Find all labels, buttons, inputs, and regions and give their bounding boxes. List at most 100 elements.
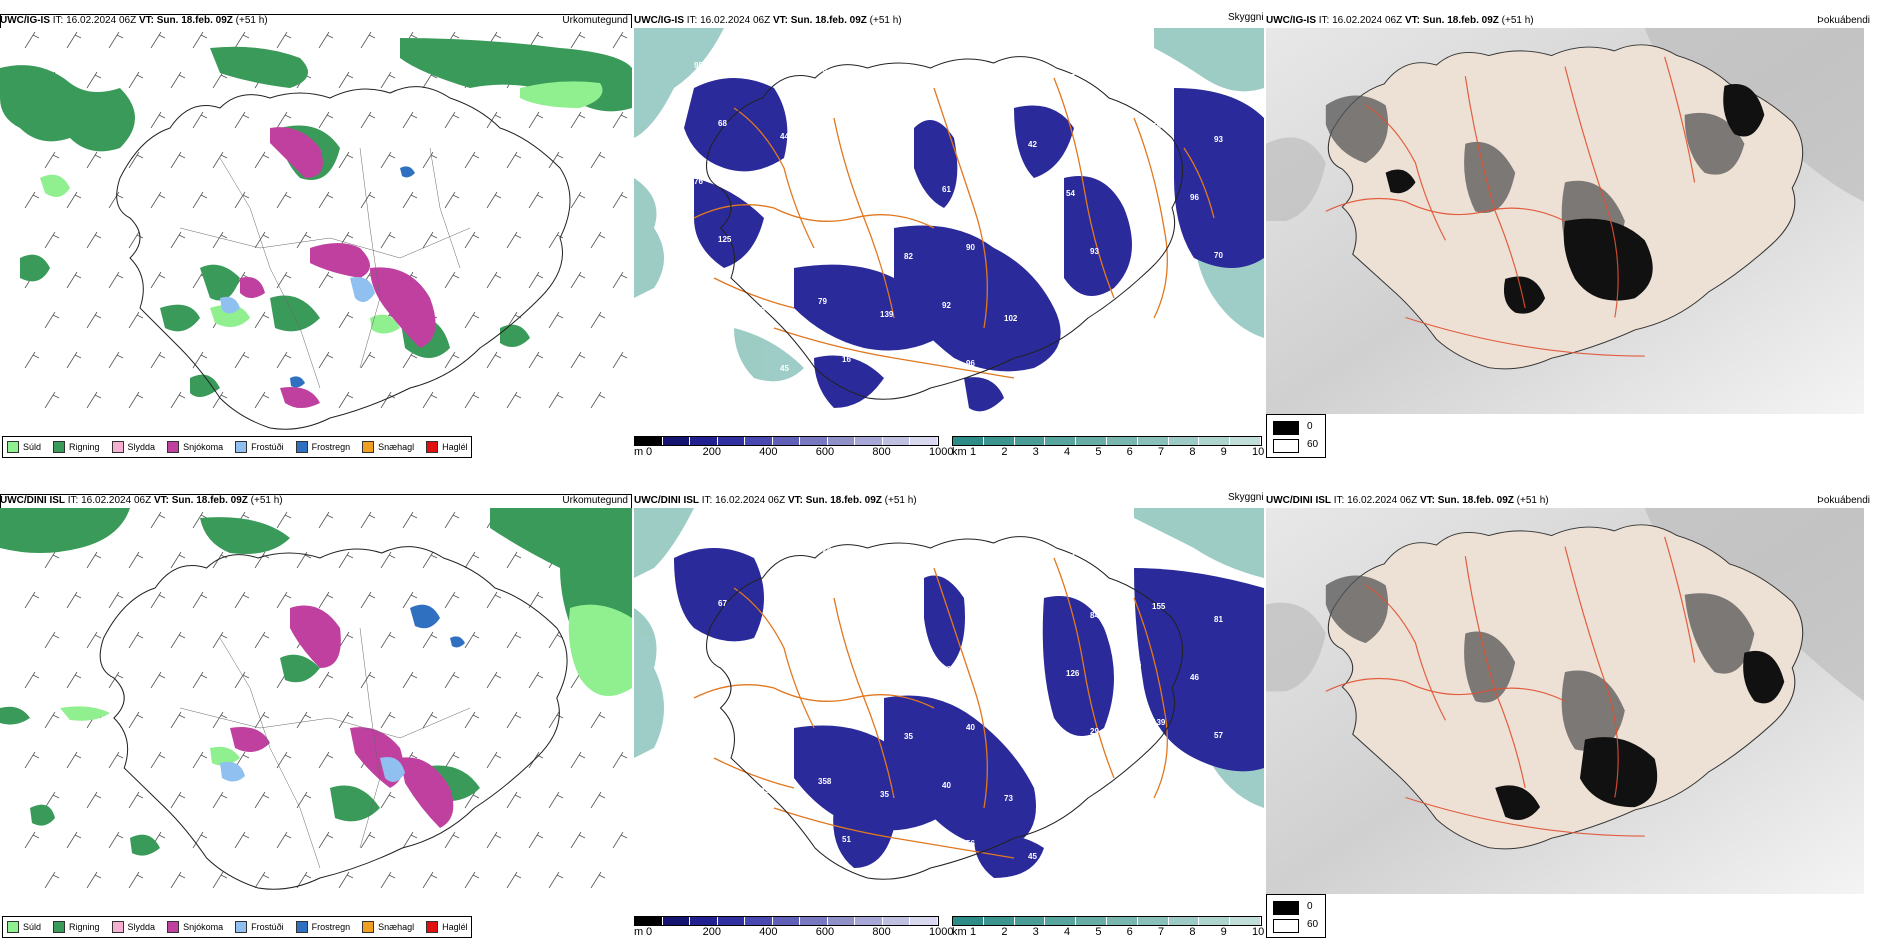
wind-barb	[506, 791, 522, 809]
wind-barb	[402, 191, 418, 209]
wind-barb	[318, 191, 334, 209]
legend-label: Snæhagl	[378, 922, 415, 932]
wind-barb	[66, 751, 82, 769]
wind-barb	[464, 711, 480, 729]
valid-time: VT: Sun. 18.feb. 09Z	[1419, 495, 1514, 506]
visibility-colorbar: km 1 2 3 4 5 6 7 8 9 10	[952, 436, 1264, 462]
legend-label: Snjókoma	[183, 922, 224, 932]
wind-barb	[170, 711, 186, 729]
panel-header: UWC/IG-IS IT: 16.02.2024 06Z VT: Sun. 18…	[1266, 14, 1900, 28]
precip-legend: Súld Rigning Slydda Snjókoma Frostúði Frostre…	[2, 436, 472, 458]
wind-barb	[192, 351, 208, 369]
cloud-base-label: 58	[1152, 122, 1161, 131]
legend-item: Súld	[7, 921, 41, 933]
wind-barb	[486, 751, 502, 769]
fog-swatch	[1273, 439, 1299, 453]
precip-map[interactable]	[0, 28, 632, 462]
legend-label: Slydda	[127, 442, 156, 452]
fog-map[interactable]	[1266, 28, 1864, 414]
cloud-base-label: 77	[1214, 367, 1223, 376]
cloud-base-label: 55	[1128, 64, 1137, 73]
wind-barb	[86, 71, 102, 89]
wind-barb	[338, 311, 354, 329]
wind-barb	[254, 551, 270, 569]
wind-barb	[212, 231, 228, 249]
cloud-base-label: 57	[1214, 731, 1223, 740]
colorbar-tick: 10	[1252, 926, 1265, 938]
wind-barb	[108, 31, 124, 49]
fog-tick: 60	[1307, 439, 1319, 450]
cloud-base-label: 182	[756, 554, 770, 563]
wind-barb	[590, 711, 606, 729]
wind-barb	[464, 151, 480, 169]
cloud-base-label: 93	[1214, 135, 1223, 144]
init-time: IT: 16.02.2024 06Z	[686, 15, 771, 26]
cloud-base-label: 139	[880, 310, 894, 319]
lead-time: (+51 h)	[250, 495, 283, 506]
panel-title-fog: Þokuábendi	[1817, 495, 1870, 506]
colorbar-tick: 200	[702, 926, 721, 938]
wind-barb	[44, 791, 60, 809]
colorbar-tick: 7	[1158, 926, 1165, 938]
cloud-base-label: 104	[756, 74, 770, 83]
legend-label: Frostregn	[311, 442, 351, 452]
wind-barb	[66, 191, 82, 209]
colorbar-tick: 0	[646, 926, 653, 938]
fog-map-svg	[1266, 508, 1864, 894]
wind-barb	[486, 271, 502, 289]
cloud-base-label: 88	[818, 661, 827, 670]
height-colorbar: m 0 200 400 600 800 1000	[634, 436, 953, 462]
model-name: UWC/IG-IS	[1266, 15, 1316, 26]
visibility-colorbar: km 1 2 3 4 5 6 7 8 9 10	[952, 916, 1264, 942]
wind-barb	[422, 631, 438, 649]
wind-barb	[296, 711, 312, 729]
legend-label: Slydda	[127, 922, 156, 932]
wind-barb	[338, 151, 354, 169]
legend-swatch	[53, 441, 66, 453]
wind-barb	[402, 111, 418, 129]
wind-barb	[192, 31, 208, 49]
cloud-map[interactable]: 21 182 314 189 102 93 74 114 112 67 55 59 58 72 79 84 15…	[634, 508, 1264, 918]
wind-barb	[44, 391, 60, 409]
wind-barb	[528, 271, 544, 289]
wind-barb	[360, 671, 376, 689]
fog-colorbar: 0 60	[1266, 414, 1326, 458]
wind-barb	[338, 71, 354, 89]
colorbar-tick: 600	[815, 446, 835, 458]
wind-barb	[318, 31, 334, 49]
wind-barb	[506, 871, 522, 889]
wind-barb	[66, 831, 82, 849]
panel-header: UWC/DINI ISL IT: 16.02.2024 06Z VT: Sun.…	[1266, 494, 1900, 508]
colorbar-tick: 400	[759, 926, 778, 938]
colorbar-tick: 800	[872, 926, 891, 938]
colorbar-tick: 800	[872, 446, 891, 458]
legend-label: Frostregn	[311, 922, 351, 932]
wind-barb	[360, 111, 376, 129]
cloud-base-label: 48	[904, 848, 913, 857]
wind-barb	[506, 151, 522, 169]
wind-barb	[66, 671, 82, 689]
cloud-base-label: 112	[1190, 557, 1203, 566]
wind-barb	[402, 351, 418, 369]
legend-label: Snjókoma	[183, 442, 224, 452]
cloud-base-label: 95	[694, 657, 703, 666]
fog-tick: 0	[1307, 901, 1313, 912]
cloud-base-label: 69	[756, 306, 765, 315]
cloud-base-labels: 21 182 314 189 102 93 74 114 112 67 55 59 58 72 79 84 15…	[694, 541, 1223, 905]
wind-barb	[86, 151, 102, 169]
legend-swatch	[53, 921, 66, 933]
wind-barb	[548, 791, 564, 809]
legend-item: Súld	[7, 441, 41, 453]
wind-barb	[44, 871, 60, 889]
cloud-map[interactable]: 95 104 53 57 33 42 67 55 70 68 44 52 37 59 42 48 58 93 76 1…	[634, 28, 1264, 438]
precip-map[interactable]	[0, 508, 632, 942]
cloud-base-label: 50	[694, 889, 703, 898]
wind-barb	[444, 591, 460, 609]
wind-barb	[276, 111, 292, 129]
height-colorbar: m 0 200 400 600 800 1000	[634, 916, 953, 942]
fog-map[interactable]	[1266, 508, 1864, 894]
cloud-base-label: 126	[1066, 669, 1080, 678]
cloud-base-label: 82	[904, 252, 913, 261]
colorbar-tick: 7	[1158, 446, 1165, 458]
wind-barb	[380, 551, 396, 569]
